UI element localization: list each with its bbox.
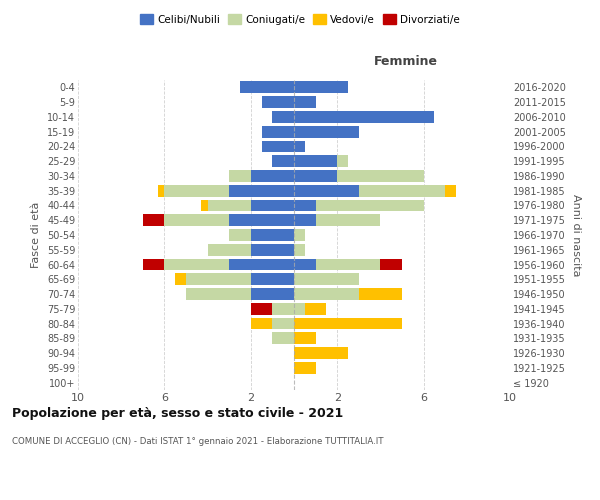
Bar — [251, 170, 294, 182]
Bar — [272, 156, 294, 167]
Bar — [305, 303, 326, 314]
Bar — [272, 303, 294, 314]
Bar — [294, 229, 305, 241]
Bar — [272, 332, 294, 344]
Bar — [262, 96, 294, 108]
Bar — [262, 126, 294, 138]
Bar — [229, 214, 294, 226]
Text: Popolazione per età, sesso e stato civile - 2021: Popolazione per età, sesso e stato civil… — [12, 408, 343, 420]
Bar — [251, 244, 294, 256]
Bar — [251, 288, 294, 300]
Bar — [251, 229, 294, 241]
Legend: Celibi/Nubili, Coniugati/e, Vedovi/e, Divorziati/e: Celibi/Nubili, Coniugati/e, Vedovi/e, Di… — [136, 10, 464, 29]
Bar — [337, 170, 424, 182]
Bar — [294, 288, 359, 300]
Bar — [251, 303, 272, 314]
Bar — [359, 288, 402, 300]
Bar — [294, 347, 348, 359]
Bar — [294, 111, 434, 123]
Bar — [143, 258, 164, 270]
Bar — [380, 258, 402, 270]
Bar — [316, 214, 380, 226]
Bar — [143, 214, 164, 226]
Bar — [229, 258, 294, 270]
Bar — [208, 200, 251, 211]
Bar — [229, 229, 251, 241]
Bar — [158, 185, 164, 196]
Bar — [294, 200, 316, 211]
Bar — [294, 156, 337, 167]
Bar — [294, 303, 305, 314]
Bar — [316, 200, 424, 211]
Bar — [229, 185, 294, 196]
Bar — [294, 362, 316, 374]
Bar — [294, 140, 305, 152]
Bar — [262, 140, 294, 152]
Bar — [208, 244, 251, 256]
Bar — [175, 274, 186, 285]
Bar — [164, 214, 229, 226]
Text: COMUNE DI ACCEGLIO (CN) - Dati ISTAT 1° gennaio 2021 - Elaborazione TUTTITALIA.I: COMUNE DI ACCEGLIO (CN) - Dati ISTAT 1° … — [12, 438, 383, 446]
Bar — [251, 318, 272, 330]
Bar — [359, 185, 445, 196]
Bar — [294, 318, 402, 330]
Text: Femmine: Femmine — [374, 54, 439, 68]
Bar — [201, 200, 208, 211]
Bar — [294, 82, 348, 94]
Bar — [316, 258, 380, 270]
Bar — [164, 258, 229, 270]
Bar — [294, 214, 316, 226]
Bar — [240, 82, 294, 94]
Bar — [251, 200, 294, 211]
Bar — [294, 170, 337, 182]
Bar — [337, 156, 348, 167]
Bar — [294, 244, 305, 256]
Bar — [272, 318, 294, 330]
Y-axis label: Anni di nascita: Anni di nascita — [571, 194, 581, 276]
Bar — [445, 185, 456, 196]
Bar — [294, 332, 316, 344]
Bar — [229, 170, 251, 182]
Bar — [294, 96, 316, 108]
Bar — [186, 288, 251, 300]
Bar — [294, 126, 359, 138]
Bar — [294, 185, 359, 196]
Bar — [294, 274, 359, 285]
Bar — [186, 274, 251, 285]
Y-axis label: Fasce di età: Fasce di età — [31, 202, 41, 268]
Bar — [294, 258, 316, 270]
Bar — [251, 274, 294, 285]
Bar — [272, 111, 294, 123]
Bar — [164, 185, 229, 196]
